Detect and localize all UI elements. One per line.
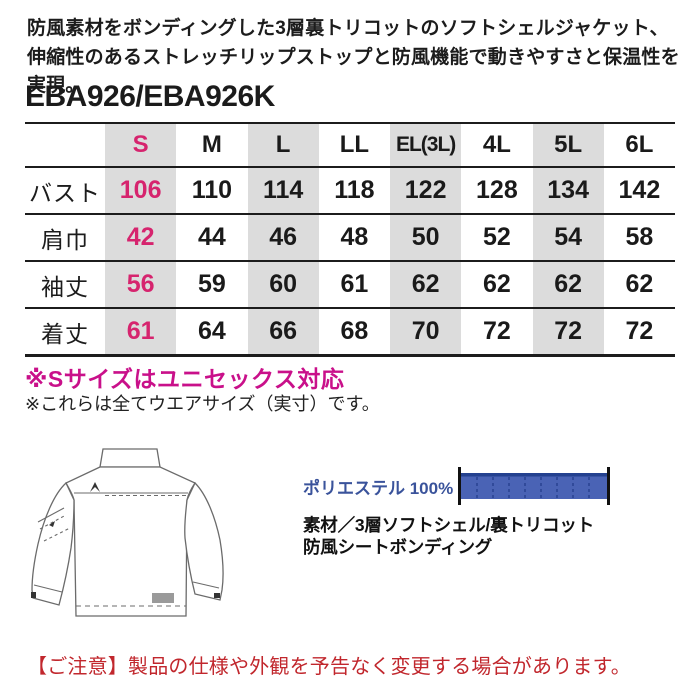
- sleeve-pocket-line: [37, 507, 65, 523]
- collar-shape: [99, 448, 161, 468]
- sleeve-zip-pull: [49, 521, 55, 527]
- size-value-cell: 72: [482, 317, 511, 345]
- sleeve-pocket-stitch-2: [43, 527, 71, 542]
- left-cuff-line: [33, 584, 63, 593]
- right-cuff-tab: [214, 593, 220, 598]
- size-value-cell: 128: [476, 176, 518, 204]
- size-value-cell: 62: [390, 262, 462, 307]
- hem-label-patch: [152, 593, 174, 603]
- size-value-cell: 134: [532, 168, 604, 213]
- size-table-row: バスト 106 110 114 118 122 128 134 142: [25, 168, 675, 215]
- size-column-header-l: L: [247, 124, 319, 166]
- left-cuff-tab: [31, 592, 36, 598]
- size-value-cell: 114: [247, 168, 319, 213]
- size-value-cell: 48: [340, 223, 369, 251]
- size-value-cell: 72: [625, 317, 654, 345]
- swatch-right-cap: [607, 467, 611, 505]
- size-column-header-6l: 6L: [625, 131, 654, 158]
- size-value-cell: 62: [625, 270, 654, 298]
- measurement-row-label: 袖丈: [41, 273, 89, 300]
- size-table-row: 着丈 61 64 66 68 70 72 72 72: [25, 309, 675, 357]
- size-value-cell: 110: [191, 176, 233, 204]
- unisex-note: ※Sサイズはユニセックス対応: [25, 366, 345, 392]
- right-cuff-line: [192, 581, 220, 589]
- material-description-line-1: 素材／3層ソフトシェル/裏トリコット: [303, 515, 594, 535]
- size-value-cell: 61: [340, 270, 369, 298]
- size-value-cell: 60: [247, 262, 319, 307]
- size-value-cell: 46: [247, 215, 319, 260]
- measurement-row-label: バスト: [29, 179, 101, 206]
- measurement-row-label: 肩巾: [41, 226, 89, 253]
- torso-shape: [65, 466, 196, 617]
- size-value-cell: 70: [390, 309, 462, 354]
- measurement-row-label: 着丈: [41, 320, 89, 347]
- size-value-cell: 118: [334, 176, 375, 204]
- size-value-cell: 66: [247, 309, 319, 354]
- swatch-fill: [461, 473, 608, 499]
- size-value-cell: 52: [482, 223, 511, 251]
- size-value-cell: 42: [105, 215, 177, 260]
- swatch-top-edge: [461, 473, 608, 477]
- size-table-row: 肩巾 42 44 46 48 50 52 54 58: [25, 215, 675, 262]
- jacket-back-illustration: [31, 448, 224, 617]
- size-value-cell: 58: [625, 223, 654, 251]
- actual-size-note: ※これらは全てウエアサイズ（実寸）です。: [25, 394, 380, 414]
- size-value-cell: 62: [532, 262, 604, 307]
- size-value-cell: 72: [532, 309, 604, 354]
- footer-notice: 【ご注意】製品の仕様や外観を予告なく変更する場合があります。: [27, 656, 631, 678]
- product-code-heading: EBA926/EBA926K: [25, 80, 275, 113]
- size-value-cell: 142: [618, 176, 661, 204]
- right-sleeve-shape: [184, 481, 224, 601]
- size-value-cell: 50: [390, 215, 462, 260]
- size-table: S M L LL EL(3L) 4L 5L 6L バスト 106 110 114 118 122 128 13…: [25, 122, 675, 357]
- size-value-cell: 56: [105, 262, 177, 307]
- size-column-header-s: S: [105, 124, 177, 166]
- size-column-header-ll: LL: [339, 131, 370, 158]
- size-table-row: 袖丈 56 59 60 61 62 62 62 62: [25, 262, 675, 309]
- size-column-header-5l: 5L: [532, 124, 604, 166]
- size-value-cell: 64: [197, 317, 226, 345]
- composition-label: ポリエステル 100%: [303, 478, 454, 498]
- lead-line-2: 伸縮性のあるストレッチリップストップと防風機能で動きやすさと保温性を実現。: [27, 46, 680, 97]
- size-value-cell: 59: [197, 270, 226, 298]
- size-table-header-row: S M L LL EL(3L) 4L 5L 6L: [25, 122, 675, 168]
- size-value-cell: 54: [532, 215, 604, 260]
- size-value-cell: 106: [105, 168, 177, 213]
- size-value-cell: 61: [105, 309, 177, 354]
- back-logo-mark: [90, 482, 100, 492]
- size-value-cell: 62: [482, 270, 511, 298]
- fabric-swatch-bar: [458, 467, 611, 505]
- size-value-cell: 44: [197, 223, 226, 251]
- material-description-line-2: 防風シートボンディング: [303, 536, 493, 557]
- size-column-header-el(3l): EL(3L): [390, 124, 462, 166]
- sleeve-pocket-stitch-1: [39, 514, 67, 530]
- swatch-left-cap: [458, 467, 462, 505]
- size-value-cell: 122: [390, 168, 462, 213]
- size-column-header-m: M: [201, 131, 222, 158]
- material-description: 素材／3層ソフトシェル/裏トリコット 防風シートボンディング: [303, 515, 699, 559]
- size-table-corner-cell: [25, 124, 105, 166]
- lead-line-1: 防風素材をボンディングした3層裏トリコットのソフトシェルジャケット、: [27, 18, 669, 39]
- lead-paragraph: 防風素材をボンディングした3層裏トリコットのソフトシェルジャケット、 伸縮性のあ…: [27, 15, 697, 101]
- composition-row: ポリエステル 100%: [303, 466, 699, 506]
- size-column-header-4l: 4L: [482, 131, 511, 158]
- material-block: ポリエステル 100% 素材／3層ソフトシェル/裏トリコット 防風シートボンディ…: [303, 466, 699, 559]
- size-value-cell: 68: [340, 317, 369, 345]
- left-sleeve-shape: [31, 481, 75, 606]
